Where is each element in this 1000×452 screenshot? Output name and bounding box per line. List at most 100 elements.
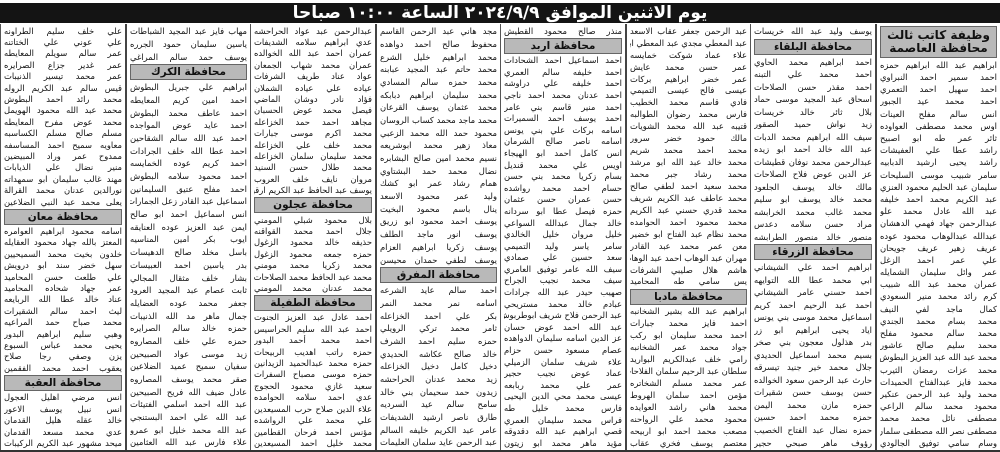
candidate-name: ياسين سليمان حمود الجرره	[130, 38, 247, 49]
candidate-name: معاويه سميح احمد المساسفه	[4, 139, 122, 150]
candidate-name: عدي احمد سلامه الحوامده	[254, 392, 372, 403]
list-item: احمد محمد أحمد البدور	[254, 335, 372, 346]
candidate-name: عماد عوض نجيب حجير	[504, 368, 622, 379]
list-item: قيس سالم عبد الكريم الروله	[4, 82, 122, 93]
candidate-name: مهاب فايز عبد المجيد الشباطات	[130, 26, 247, 37]
candidate-name: محمد سالم محمود مفلح	[880, 328, 997, 339]
list-item: انس مرضي اهليل العجول	[4, 392, 122, 403]
list-item: احمد فايز محمد جبارات	[630, 318, 747, 330]
candidate-name: سامح سالم عيد السرديه	[380, 399, 497, 410]
section-heading-title: محافظة العقبة	[24, 376, 102, 389]
candidate-name: كرم رائد محمد منير السعودي	[880, 291, 997, 302]
candidate-name: مؤيد ماهر محمد ابو زيتون	[504, 437, 622, 448]
list-item: اياد يحيى ابراهيم ابو زر	[754, 324, 872, 337]
list-item: اسحاق عبد المجيد موسى حماد	[754, 93, 872, 106]
candidate-name: احمد عبد الله سالم الشقاحين	[130, 132, 247, 143]
list-item: عبد الرحمن جعفر عقاب الاسعد	[630, 25, 747, 37]
list-item: علاء شريف سلمان الزميلي	[504, 356, 622, 368]
list-item: محمد عزات رمضان الثيرب	[880, 364, 997, 376]
list-item: علي عوني علي الختاتنه	[4, 36, 122, 47]
candidate-name: سليمان عبد الحليم محمود العنزي	[880, 181, 997, 192]
list-item: مراد حسن سلامه دعدس	[754, 218, 872, 231]
list-item: احمد مقذر حسن الصلاحات	[754, 81, 872, 94]
list-item: اسامه ناصر صالح الشرمان	[504, 136, 622, 148]
candidate-name: ابراهيم عبد الله بشير الشخانبه	[630, 306, 747, 317]
candidate-name: يوسف عبد الحافظ عبد الكريم ارقيبات	[254, 185, 372, 196]
candidate-name: حمزه نضال عبد الفتاح الخصيب	[754, 425, 872, 435]
section-heading: محافظة معان	[4, 208, 122, 225]
list-item: نضال محمد حمد البشتاوي	[380, 165, 497, 178]
candidate-name: مالك حمود خضر سرور	[630, 133, 747, 144]
candidate-name: بكر علي احمد الخزاعله	[380, 310, 497, 321]
list-item: محمد حاتم عبد المجيد عبابنه	[380, 63, 497, 76]
candidate-name: عمر وائل سليمان الشمايله	[880, 267, 997, 278]
list-item: احمد مفلح عتيق السليمانين	[130, 183, 247, 196]
candidate-name: مسلم صالح مسلم الكساسبه	[4, 128, 122, 139]
candidate-name: سامر ياسر وليد التميمي	[504, 240, 622, 251]
candidate-name: عز الدين عوض فلاح الصلاحات	[754, 169, 872, 180]
candidate-name: محمود محمد علي الرواحنه	[630, 413, 747, 424]
list-item: وسام سامي توفيق الجالودي	[880, 437, 997, 449]
candidate-name: احمد منير قاسم بني عامر	[504, 101, 622, 112]
list-item: يعقوب احمد محمد الفقمين	[4, 362, 122, 373]
candidate-name: احمد اسماعيل احمد الشحادات	[504, 55, 622, 66]
candidate-name: احمد فايز محمد جبارات	[630, 318, 747, 329]
list-item: محمود محمد سالم الراعي	[880, 400, 997, 412]
list-item: ابراهيم عبد الله ابراهيم حمزه	[880, 59, 997, 71]
candidate-name: يوسف زكريا ابراهيم العزام	[380, 241, 497, 252]
list-item: حذيفه خالد محمود الزغول	[254, 237, 372, 248]
list-item: محمد سعيد احمد لطفي صالح	[630, 180, 747, 192]
candidate-name: عبد الله عادل محمد علو	[880, 206, 997, 217]
list-item: عمر جهاد شحاده المحاميد	[4, 283, 122, 294]
list-item: يوسف عبد الحافظ عبد الكريم ارقيبات	[254, 185, 372, 196]
names-column: مجد هاني عبد الرحمن القاسم محفوظ صالح احم…	[375, 24, 500, 450]
list-item: احمد اسماعيل احمد الشحادات	[504, 55, 622, 67]
list-item: جلال محمد خير جنيد تيسرقه	[754, 361, 872, 374]
candidate-name: عبد الكريم محمد احمد خليفه	[880, 193, 997, 204]
list-item: عمران محمد عبد الله شبيب	[880, 278, 997, 290]
list-item: مصعب محمد احمد ابو اربيحه	[630, 425, 747, 437]
list-item: عبد الله احمد اسلمي الفتيئات	[130, 398, 247, 411]
candidate-name: محمد عبد الله محمود الهويمل	[4, 105, 122, 116]
candidate-name: يوسف احمد محمود ابو زريق	[380, 216, 497, 227]
list-item: هاشم هلال صليبي الشرفات	[630, 264, 747, 276]
section-heading-title: محافظة مادبا	[654, 290, 723, 303]
list-item: عبدالرحمن محمد نوفان قطيشات	[754, 156, 872, 169]
list-item: مجد هاني عبد الرحمن القاسم	[380, 25, 497, 38]
list-item: احمد خليفه علي دراوشه	[504, 78, 622, 90]
list-item: مهند غالب سليمان ابو سمهداته	[4, 173, 122, 184]
list-item: عدي ابراهيم سلامه الشديفات	[254, 36, 372, 47]
candidate-name: عبادم خالد محمد مستريحي	[504, 298, 622, 309]
candidate-name: خالد جمال عبدالله السواعي	[504, 217, 622, 228]
list-item: ابراهيم عبد الله بشير الشخانبه	[630, 306, 747, 318]
candidate-name: ابراهيم عبد الله ابراهيم حمزه	[880, 59, 997, 70]
candidate-name: خلدون بخيت محمد السميحيين	[4, 248, 122, 259]
candidate-name: ايوب بكر امين المناسيه	[130, 234, 247, 245]
list-item: احمد عدنان محمد احمد ناجي	[504, 89, 622, 101]
list-item: حارث عبد الرحمن سعود الخوالده	[754, 374, 872, 387]
list-item: محمد رشاد جبر محمد	[630, 168, 747, 180]
list-item: نسيم محمد امين صالح البشابره	[380, 152, 497, 165]
candidate-name: سلطان عبد الرحيم سلمان الفلاحات	[630, 366, 747, 377]
list-item: خالد عقله هليل القدمان	[4, 415, 122, 426]
candidate-name: انس اسماعيل احمد ابو صالح	[130, 209, 247, 220]
list-item: بلال محمود شبلي المومني	[254, 214, 372, 225]
candidate-name: يزن وصفي رجا صلاح	[4, 351, 122, 362]
candidate-name: حمزه موسى مصباح السفرات	[254, 369, 372, 380]
candidate-name: حمزه خالد سالم الصرايره	[130, 323, 247, 334]
list-item: حمزه مازن محمد اليمن	[754, 399, 872, 412]
list-item: سيف الله عامر توفيق العامري	[504, 263, 622, 275]
candidate-name: محمد ماجد محمد كساب الروسان	[380, 114, 497, 125]
candidate-name: انس نبيل يوسف الاعور	[4, 403, 122, 414]
list-item: حمزه راتب اهديب الربيحات	[254, 346, 372, 357]
candidate-name: بدر هذلول معجون بني صخر	[754, 337, 872, 348]
candidate-name: محمد عاطف عبد الكريم شريف	[630, 192, 747, 203]
candidate-name: عمران محمد شهاب الجمعان	[254, 59, 372, 70]
candidate-name: اسامه محمود ابراهيم العوامره	[4, 226, 122, 236]
section-heading-governorate: محافظة العاصمة	[889, 41, 988, 55]
list-item: علي محمد علي الرواشده	[254, 415, 372, 426]
candidate-name: محمد عبد الحافظ محمد الصلاحات	[254, 271, 372, 282]
candidate-name: سامر شبيب موسى السليحات	[880, 169, 997, 180]
candidate-name: عمر علي محمد ربابعه	[504, 379, 622, 390]
list-item: محمد عبد الحافظ محمد الصلاحات	[254, 271, 372, 282]
